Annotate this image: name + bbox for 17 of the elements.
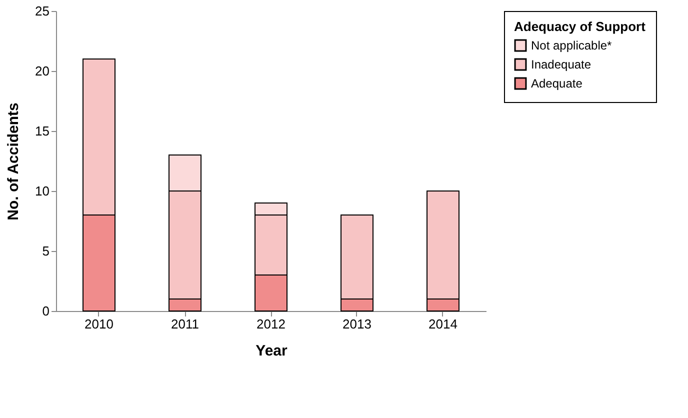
y-tick-label: 20: [35, 64, 50, 78]
y-tick-label: 25: [35, 4, 50, 18]
x-tick-label: 2014: [428, 316, 458, 332]
legend-title: Adequacy of Support: [514, 19, 646, 34]
legend-label: Not applicable*: [531, 38, 612, 52]
y-tick-label: 0: [42, 304, 50, 318]
legend-label: Inadequate: [531, 58, 592, 72]
x-tick-label: 2011: [171, 316, 199, 332]
y-tick-label: 5: [42, 244, 50, 258]
x-axis-title: Year: [256, 342, 288, 360]
x-tick-label: 2012: [256, 316, 286, 332]
legend-label: Adequate: [531, 76, 583, 90]
y-tick-label: 10: [35, 184, 50, 198]
y-tick-label: 15: [35, 124, 50, 138]
y-axis-title: No. of Accidents: [5, 102, 22, 220]
x-tick-label: 2013: [342, 316, 372, 332]
x-tick-label: 2010: [84, 316, 114, 332]
